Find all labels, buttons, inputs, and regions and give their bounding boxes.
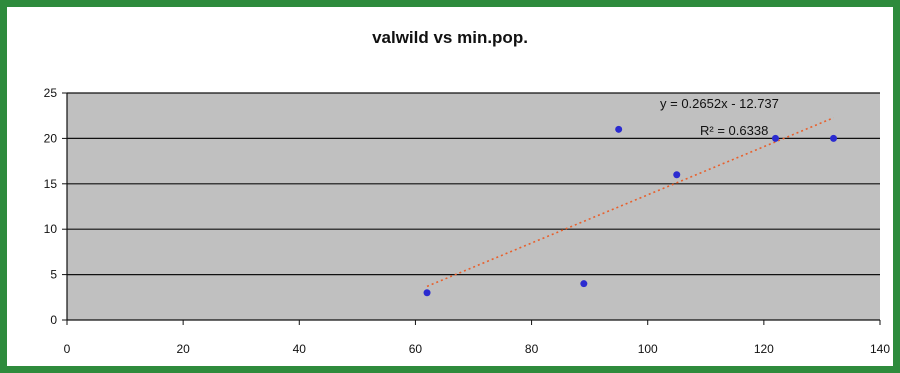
data-point: [423, 289, 431, 297]
trendline-r2-label: R² = 0.6338: [700, 123, 768, 138]
x-tick-label: 40: [293, 342, 307, 356]
x-tick-label: 0: [64, 342, 71, 356]
chart-title: valwild vs min.pop.: [372, 28, 528, 47]
y-tick-label: 20: [44, 131, 58, 145]
x-tick-label: 120: [754, 342, 774, 356]
x-tick-label: 20: [176, 342, 190, 356]
y-tick-label: 15: [44, 177, 58, 191]
y-tick-label: 10: [44, 222, 58, 236]
x-tick-label: 80: [525, 342, 539, 356]
data-point: [615, 125, 623, 133]
y-tick-label: 5: [50, 268, 57, 282]
trendline-equation-label: y = 0.2652x - 12.737: [660, 96, 779, 111]
x-tick-label: 100: [638, 342, 658, 356]
data-point: [580, 280, 588, 288]
x-tick-label: 60: [409, 342, 423, 356]
trendline: [426, 117, 834, 288]
y-tick-label: 0: [50, 313, 57, 327]
data-point: [673, 171, 681, 179]
y-tick-label: 25: [44, 86, 58, 100]
x-tick-label: 140: [870, 342, 890, 356]
plot-area: [67, 93, 880, 320]
data-point: [830, 134, 838, 142]
data-point: [771, 134, 779, 142]
